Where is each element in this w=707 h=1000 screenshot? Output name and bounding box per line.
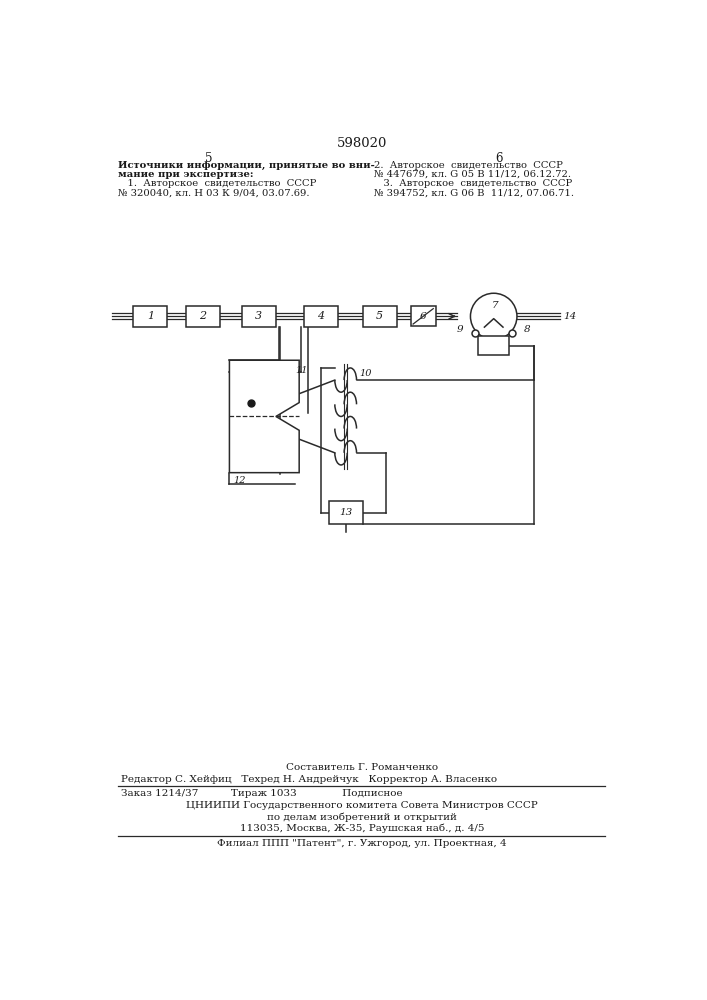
Bar: [329, 501, 363, 524]
Text: Заказ 1214/37          Тираж 1033              Подписное: Заказ 1214/37 Тираж 1033 Подписное: [121, 789, 402, 798]
Text: 14: 14: [563, 312, 577, 321]
Bar: [304, 306, 338, 327]
Text: 6: 6: [496, 152, 503, 165]
Text: № 394752, кл. G 06 В  11/12, 07.06.71.: № 394752, кл. G 06 В 11/12, 07.06.71.: [373, 189, 573, 198]
Text: 11: 11: [296, 366, 308, 375]
Text: 12: 12: [233, 476, 246, 485]
Text: Источники информации, принятые во вни-: Источники информации, принятые во вни-: [118, 161, 375, 170]
Text: мание при экспертизе:: мание при экспертизе:: [118, 170, 253, 179]
Bar: [411, 306, 436, 326]
Bar: [363, 306, 397, 327]
Text: 8: 8: [524, 325, 530, 334]
Text: Филиал ППП "Патент", г. Ужгород, ул. Проектная, 4: Филиал ППП "Патент", г. Ужгород, ул. Про…: [217, 839, 507, 848]
Text: Редактор С. Хейфиц   Техред Н. Андрейчук   Корректор А. Власенко: Редактор С. Хейфиц Техред Н. Андрейчук К…: [121, 774, 497, 784]
Text: 598020: 598020: [337, 137, 387, 150]
Text: 2: 2: [199, 311, 206, 321]
Bar: [242, 306, 276, 327]
Bar: [186, 306, 220, 327]
Text: 3: 3: [255, 311, 262, 321]
Text: 10: 10: [359, 369, 371, 378]
Text: 5: 5: [205, 152, 212, 165]
Text: № 320040, кл. Н 03 К 9/04, 03.07.69.: № 320040, кл. Н 03 К 9/04, 03.07.69.: [118, 189, 310, 198]
Text: 2.  Авторское  свидетельство  СССР: 2. Авторское свидетельство СССР: [373, 161, 563, 170]
Text: 113035, Москва, Ж-35, Раушская наб., д. 4/5: 113035, Москва, Ж-35, Раушская наб., д. …: [240, 823, 484, 833]
Text: 3.  Авторское  свидетельство  СССР: 3. Авторское свидетельство СССР: [373, 179, 572, 188]
Text: 4: 4: [317, 311, 325, 321]
Text: Составитель Г. Романченко: Составитель Г. Романченко: [286, 763, 438, 772]
Text: 5: 5: [376, 311, 383, 321]
Text: по делам изобретений и открытий: по делам изобретений и открытий: [267, 812, 457, 822]
Polygon shape: [230, 360, 299, 473]
Text: 9: 9: [457, 325, 464, 334]
Text: 7: 7: [492, 301, 498, 310]
Text: № 447679, кл. G 05 В 11/12, 06.12.72.: № 447679, кл. G 05 В 11/12, 06.12.72.: [373, 170, 571, 179]
Text: 6: 6: [420, 312, 426, 321]
Bar: [478, 336, 509, 355]
Bar: [134, 306, 168, 327]
Text: ЦНИИПИ Государственного комитета Совета Министров СССР: ЦНИИПИ Государственного комитета Совета …: [186, 801, 538, 810]
Text: 1: 1: [147, 311, 154, 321]
Text: 13: 13: [339, 508, 352, 517]
Text: 1.  Авторское  свидетельство  СССР: 1. Авторское свидетельство СССР: [118, 179, 316, 188]
Circle shape: [470, 293, 517, 339]
